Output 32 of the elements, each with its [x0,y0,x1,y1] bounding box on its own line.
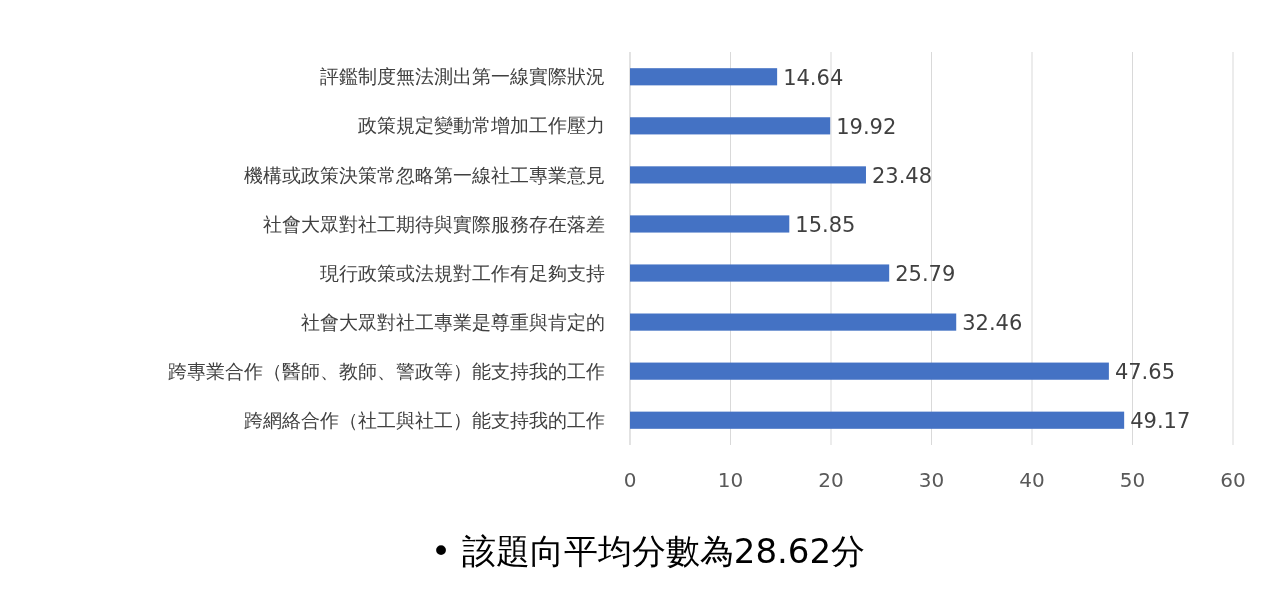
bar [630,313,957,331]
text: • 該題向平均分數為28.62分 [430,531,866,571]
y-tick-label: 社會大眾對社工期待與實際服務存在落差 [263,212,605,235]
x-tick-label: 10 [717,468,744,492]
data-label: 32.46 [962,311,1023,336]
bar [630,215,790,233]
y-tick-label: 跨網絡合作（社工與社工）能支持我的工作 [244,408,605,431]
bar [630,117,831,135]
x-tick-label: 30 [918,468,945,492]
bar [630,166,866,184]
x-tick-label: 0 [623,468,637,492]
data-label: 14.64 [783,65,844,90]
bar [630,411,1125,429]
x-tick-label: 50 [1119,468,1146,492]
y-tick-label: 跨專業合作（醫師、教師、警政等）能支持我的工作 [168,359,605,382]
y-tick-label: 現行政策或法規對工作有足夠支持 [320,261,605,284]
y-tick-label: 機構或政策決策常忽略第一線社工專業意見 [244,163,605,186]
data-label: 25.79 [895,262,956,287]
x-tick-label: 20 [818,468,844,492]
x-tick-label: 60 [1220,468,1246,492]
data-label: 23.48 [871,163,933,188]
data-label: 19.92 [836,114,897,139]
y-tick-label: 社會大眾對社工專業是尊重與肯定的 [301,310,605,333]
bar [630,362,1109,380]
data-label: 49.17 [1130,409,1191,434]
bar [630,68,778,86]
data-label: 47.65 [1114,360,1176,385]
data-label: 15.85 [795,212,856,237]
x-tick-label: 40 [1019,468,1045,492]
bar [630,264,890,282]
y-tick-label: 評鑑制度無法測出第一線實際狀況 [320,65,605,88]
y-tick-label: 政策規定變動常增加工作壓力 [358,114,605,137]
